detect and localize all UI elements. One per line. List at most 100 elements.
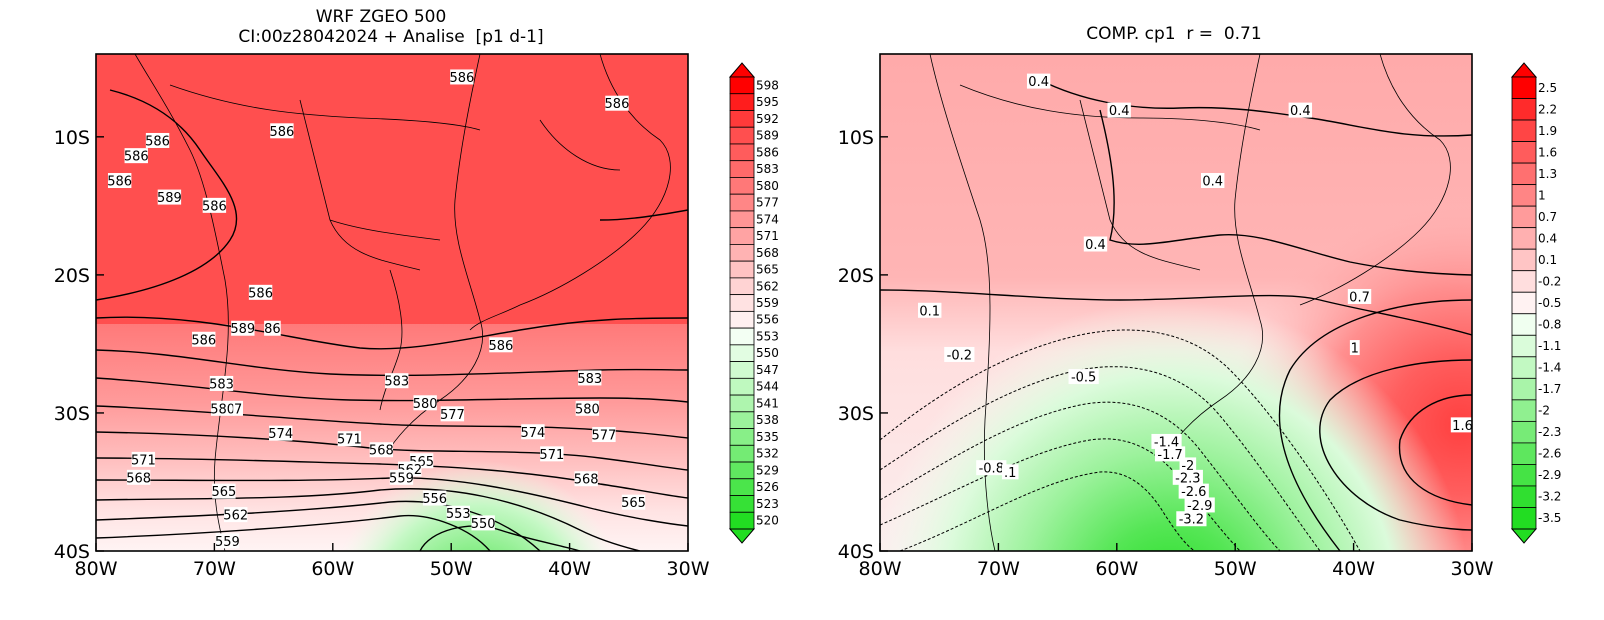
contour-label-bg (1083, 236, 1108, 252)
colorbar-swatch (1511, 356, 1537, 379)
contour-label-bg (1288, 102, 1313, 118)
contour-label-bg (131, 451, 156, 467)
left-colorbar: 598 595 592 589 586 583 580 577 574 571 568 565 562 5… (728, 62, 779, 544)
contour-label: -2.6 (1181, 485, 1206, 500)
colorbar-swatch (729, 327, 755, 346)
colorbar-level-label: 1.3 (1538, 167, 1557, 181)
contour-label-bg (1201, 173, 1225, 189)
contour-label-bg (224, 507, 248, 523)
contour-label: .1 (1004, 466, 1016, 481)
colorbar-bottom-arrow (728, 528, 756, 544)
colorbar-swatch (1511, 184, 1537, 207)
contour-label-bg (489, 337, 513, 353)
contour-label: 559 (389, 471, 414, 486)
contour-label: 583 (384, 375, 409, 390)
contour-label: 7 (234, 402, 242, 417)
contour-label-bg (192, 331, 216, 347)
colorbar-level-label: 538 (756, 413, 779, 427)
contour-label-bg (621, 494, 646, 510)
contour-label-bg (575, 400, 600, 416)
colorbar-level-label: 2.5 (1538, 81, 1557, 95)
colorbar-level-label: 565 (756, 263, 779, 277)
colorbar-level-label: 520 (756, 514, 779, 528)
colorbar-swatch (729, 394, 755, 413)
colorbar-swatch (1511, 248, 1537, 272)
colorbar-swatch (1511, 442, 1537, 465)
contour-label-bg (540, 446, 564, 462)
contour-label-bg (212, 483, 236, 499)
contour-label-bg (124, 148, 148, 164)
contour-label: 571 (337, 433, 362, 448)
y-tick-label: 40S (54, 541, 90, 563)
left-plot-frame (95, 53, 689, 552)
contour-label: 586 (191, 333, 216, 348)
colorbar-level-label: 0.7 (1538, 210, 1557, 224)
colorbar-swatch (1511, 227, 1537, 250)
contour-label-bg (471, 515, 495, 531)
contour-label: 589 (230, 322, 255, 337)
left-axes: 80W 70W 60W 50W 40W 30W 10S 20S 30S 40S (54, 127, 710, 580)
colorbar-level-label: -0.5 (1538, 296, 1561, 310)
colorbar-swatch (729, 160, 755, 178)
y-tick-label: 30S (54, 403, 90, 425)
contour-label-bg (202, 197, 227, 213)
colorbar-level-label: 553 (756, 329, 779, 343)
contour-label: 580 (210, 402, 235, 417)
right-map-field: 0.40.4 0.40.40.40.70.11-0.2-0.51.6-1.4-1.… (880, 54, 1472, 551)
colorbar-level-label: 559 (756, 296, 779, 310)
colorbar-level-label: 571 (756, 229, 779, 243)
colorbar-level-label: 544 (756, 380, 779, 394)
contour-label: 0.4 (1202, 175, 1223, 190)
colorbar-level-label: 583 (756, 162, 779, 176)
colorbar-swatch (729, 428, 755, 446)
contour-label: 586 (489, 339, 514, 354)
x-tick-label: 80W (75, 558, 118, 580)
colorbar-level-label: -2.9 (1538, 468, 1561, 482)
contour-label: 586 (124, 150, 149, 165)
contour-label: 586 (449, 71, 474, 86)
contour-label-bg (1026, 73, 1051, 89)
contour-label: -0.8 (979, 462, 1004, 477)
contour-label-bg (574, 471, 598, 487)
colorbar-level-label: -2 (1538, 404, 1550, 418)
contour-label: 550 (471, 517, 496, 532)
contour-label: 0.4 (1290, 104, 1311, 119)
contour-label-bg (231, 320, 255, 336)
contour-label-bg (233, 400, 243, 416)
x-tick-label: 60W (311, 558, 354, 580)
left-title-line1: WRF ZGEO 500 (316, 7, 447, 27)
right-colorbar: 2.5 2.2 1.9 1.6 1.3 1 0.7 0.4 0.1 -0.2 -0.5 -0.8 -1.… (1510, 62, 1561, 544)
right-negative-contours (880, 329, 1361, 551)
y-tick-label: 20S (54, 265, 90, 287)
contour-label: 565 (621, 496, 646, 511)
colorbar-swatch (729, 227, 755, 245)
right-panel: COMP. cp1 r = 0.71 (838, 24, 1562, 580)
contour-label-bg (126, 469, 151, 485)
colorbar-swatch (729, 177, 755, 195)
contour-label: 0.1 (919, 304, 940, 319)
colorbar-level-label: -1.7 (1538, 382, 1561, 396)
contour-label: 0.4 (1085, 238, 1106, 253)
contour-label: 556 (422, 492, 447, 507)
colorbar-swatch (729, 478, 755, 496)
colorbar-level-label: 598 (756, 78, 779, 92)
colorbar-level-label: 535 (756, 430, 779, 444)
contour-label: 553 (446, 507, 471, 522)
contour-label-bg (521, 424, 545, 440)
colorbar-swatch (729, 495, 755, 513)
colorbar-bottom-arrow (1510, 528, 1538, 544)
x-tick-label: 30W (1451, 558, 1494, 580)
colorbar-level-label: 0.1 (1538, 253, 1557, 267)
contour-label: 565 (211, 485, 236, 500)
x-tick-label: 40W (548, 558, 591, 580)
colorbar-swatch (1511, 464, 1537, 487)
contour-label: 0.4 (1109, 104, 1130, 119)
contour-label: 580 (575, 402, 600, 417)
colorbar-level-label: 592 (756, 112, 779, 126)
x-tick-label: 50W (430, 558, 473, 580)
colorbar-level-label: 541 (756, 396, 779, 410)
y-tick-label: 30S (838, 403, 874, 425)
colorbar-level-label: 526 (756, 480, 779, 494)
contour-label-bg (215, 533, 240, 549)
